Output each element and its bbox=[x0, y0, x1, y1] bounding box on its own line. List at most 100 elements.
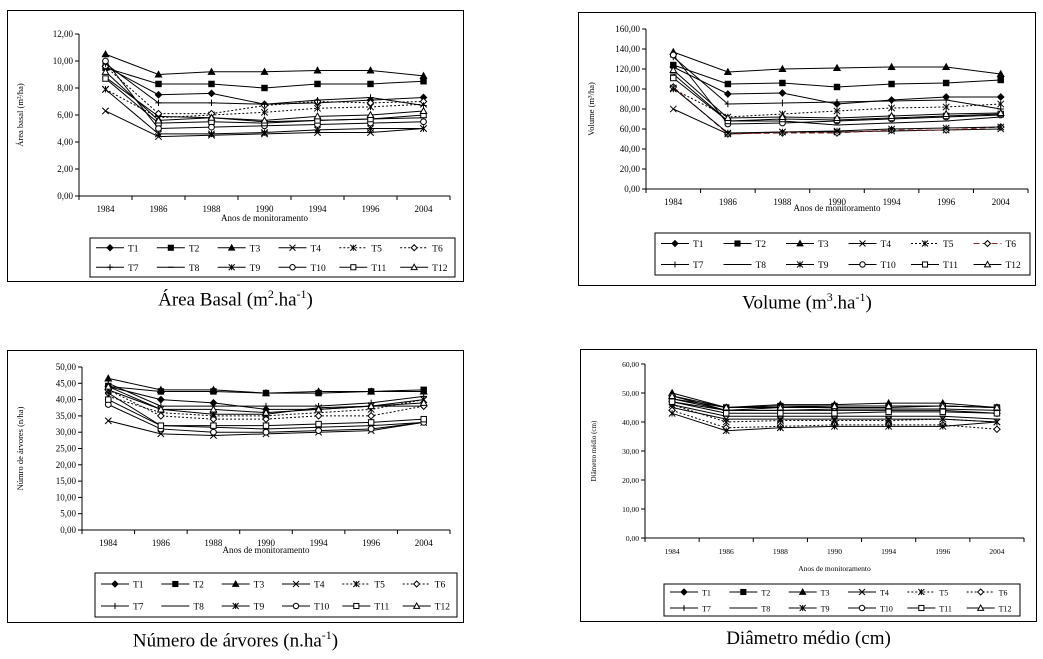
legend-label: T4 bbox=[881, 240, 892, 250]
data-point-T11 bbox=[367, 419, 375, 426]
data-point-T3 bbox=[207, 67, 216, 75]
data-point-T9 bbox=[419, 124, 428, 133]
legend-item-T1: T1 bbox=[661, 239, 704, 250]
legend-marker bbox=[734, 240, 741, 247]
legend-item-T11: T11 bbox=[911, 261, 958, 271]
x-tick-label: 1996 bbox=[362, 204, 381, 214]
data-point-T2 bbox=[208, 80, 215, 88]
legend-label: T10 bbox=[881, 261, 897, 271]
legend-item-T10: T10 bbox=[848, 261, 897, 271]
legend-item-T10: T10 bbox=[278, 264, 327, 274]
data-point-T3 bbox=[832, 63, 842, 72]
x-tick-label: 2004 bbox=[415, 204, 434, 214]
legend-label: T12 bbox=[999, 605, 1012, 614]
data-point-T3 bbox=[723, 67, 732, 76]
y-tick-label: 30,00 bbox=[622, 447, 639, 456]
data-point-T3 bbox=[209, 385, 218, 393]
y-axis-title: Númro de árvores (n/ha) bbox=[15, 406, 25, 490]
legend: T1 T2 T3 T4 T5 T6 T7 T8 T9 T10 T11 T12 bbox=[89, 237, 456, 278]
y-tick-label: 60,00 bbox=[620, 124, 641, 134]
legend-marker bbox=[410, 244, 418, 252]
legend-label: T9 bbox=[254, 603, 265, 613]
y-axis-title: Volume (m³/ha) bbox=[586, 82, 596, 136]
legend-marker bbox=[412, 601, 421, 609]
data-point-T3 bbox=[156, 385, 165, 393]
legend-label: T3 bbox=[821, 589, 830, 598]
y-tick-label: 20,00 bbox=[620, 164, 641, 174]
legend-item-T8: T8 bbox=[161, 603, 204, 613]
data-point-T10 bbox=[315, 427, 322, 434]
legend-marker bbox=[107, 264, 113, 271]
legend-marker bbox=[111, 580, 119, 588]
data-point-T12 bbox=[668, 391, 677, 399]
legend: T1 T2 T3 T4 T5 T6 T7 T8 T9 T10 T11 T12 bbox=[663, 583, 1021, 617]
x-tick-label: 1984 bbox=[99, 538, 118, 548]
y-tick-label: 8,00 bbox=[57, 83, 73, 93]
data-point-T10 bbox=[102, 57, 109, 65]
data-point-T6 bbox=[993, 425, 1001, 434]
data-point-T9 bbox=[207, 130, 216, 138]
data-point-T11 bbox=[105, 396, 112, 403]
legend-marker bbox=[921, 240, 929, 247]
legend-label: T6 bbox=[435, 581, 446, 591]
data-point-T9 bbox=[830, 422, 839, 430]
data-point-T2 bbox=[779, 79, 786, 87]
y-tick-label: 80,00 bbox=[620, 104, 641, 114]
series-T9 bbox=[101, 85, 428, 138]
legend-item-T6: T6 bbox=[966, 588, 1008, 598]
legend-marker bbox=[172, 580, 179, 588]
y-tick-label: 0,00 bbox=[624, 184, 640, 194]
data-point-T12 bbox=[419, 398, 428, 406]
legend-label: T1 bbox=[702, 589, 711, 598]
legend-marker bbox=[976, 603, 985, 611]
y-tick-label: 2,00 bbox=[57, 164, 73, 174]
legend-item-T3: T3 bbox=[221, 579, 265, 591]
data-point-T12 bbox=[996, 108, 1005, 117]
y-tick-label: 50,00 bbox=[622, 389, 639, 398]
data-point-T10 bbox=[210, 428, 217, 436]
data-point-T12 bbox=[938, 401, 947, 410]
legend-label: T3 bbox=[254, 581, 265, 591]
legend-item-T10: T10 bbox=[848, 605, 893, 614]
area-basal-chart: 0,00 2,00 4,00 6,00 8,00 10,00 12,00 1984 1986 19… bbox=[7, 10, 464, 282]
data-point-T9 bbox=[885, 422, 893, 430]
y-tick-label: 40,00 bbox=[56, 395, 77, 405]
data-point-T1 bbox=[778, 89, 787, 97]
data-point-T9 bbox=[997, 123, 1005, 131]
legend-item-T11: T11 bbox=[339, 264, 387, 274]
legend-item-T8: T8 bbox=[729, 605, 770, 614]
legend-item-T9: T9 bbox=[217, 263, 260, 274]
x-tick-label: 1988 bbox=[773, 197, 792, 207]
legend-item-T7: T7 bbox=[670, 605, 711, 614]
legend-item-T5: T5 bbox=[907, 589, 948, 598]
legend-marker bbox=[106, 244, 114, 252]
legend-label: T8 bbox=[761, 605, 770, 614]
data-point-T12 bbox=[942, 109, 951, 118]
legend-marker bbox=[228, 263, 236, 271]
data-point-T6 bbox=[366, 98, 375, 107]
series-T9 bbox=[669, 84, 1005, 137]
legend-item-T8: T8 bbox=[156, 264, 200, 274]
y-tick-label: 40,00 bbox=[620, 144, 641, 154]
legend-marker bbox=[227, 243, 236, 251]
data-point-T11 bbox=[668, 398, 676, 405]
series-T12 bbox=[104, 382, 428, 416]
legend-item-T2: T2 bbox=[729, 589, 770, 598]
data-point-T11 bbox=[102, 75, 109, 82]
legend-label: T5 bbox=[943, 240, 954, 250]
y-tick-label: 10,00 bbox=[53, 56, 74, 66]
data-point-T9 bbox=[260, 128, 269, 137]
y-tick-label: 12,00 bbox=[53, 29, 74, 39]
legend-label: T10 bbox=[880, 605, 893, 614]
diametro-medio-frame bbox=[580, 349, 1037, 622]
data-point-T3 bbox=[101, 50, 110, 58]
legend-item-T12: T12 bbox=[400, 263, 448, 274]
series-T9 bbox=[668, 409, 1001, 435]
legend-label: T9 bbox=[818, 261, 829, 271]
legend-label: T4 bbox=[314, 581, 325, 591]
x-tick-label: 1986 bbox=[719, 547, 734, 556]
y-tick-label: 60,00 bbox=[622, 360, 639, 369]
series-T12 bbox=[669, 65, 1005, 122]
legend-item-T1: T1 bbox=[101, 580, 144, 591]
legend-label: T10 bbox=[311, 264, 327, 274]
